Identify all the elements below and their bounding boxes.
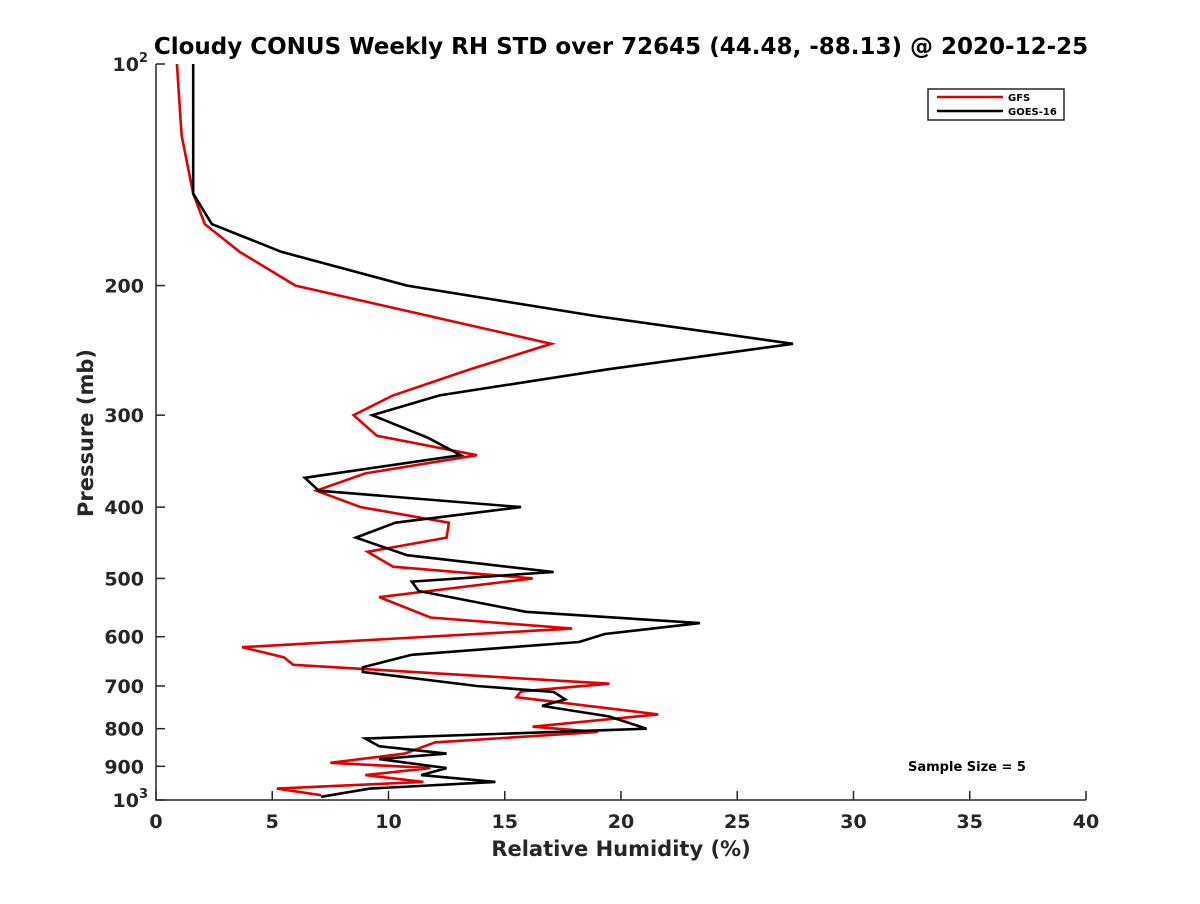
y-tick-label: 600: [104, 627, 144, 649]
x-tick-label: 30: [840, 811, 866, 833]
y-tick-label: 800: [104, 719, 144, 741]
plot-area: 0 5 10 15 20 25 30 35 40 10220030040050060070080…: [104, 51, 1099, 833]
y-tick-base: 10: [113, 54, 139, 76]
y-axis-label: Pressure (mb): [74, 349, 98, 517]
x-tick-label: 35: [957, 811, 983, 833]
legend-label-gfs: GFS: [1008, 93, 1030, 104]
y-tick-label: 300: [104, 405, 144, 427]
chart-title: Cloudy CONUS Weekly RH STD over 72645 (4…: [154, 34, 1088, 60]
x-tick-label: 20: [608, 811, 634, 833]
x-tick-label: 10: [375, 811, 401, 833]
series-line-gfs: [175, 63, 659, 797]
y-tick-label: 102: [113, 51, 149, 76]
series-layer: [175, 63, 794, 799]
legend: GFS GOES-16: [927, 88, 1065, 121]
series-line-goes-16: [191, 64, 794, 799]
x-tick-label: 15: [492, 811, 518, 833]
legend-box: [927, 88, 1065, 121]
x-tick-label: 5: [266, 811, 279, 833]
y-tick-label: 500: [104, 568, 144, 590]
y-tick-exponent: 3: [139, 787, 148, 802]
y-tick-label: 400: [104, 497, 144, 519]
y-tick-base: 10: [113, 790, 139, 812]
x-axis-ticks: 0 5 10 15 20 25 30 35 40: [149, 791, 1099, 833]
y-tick-label: 200: [104, 276, 144, 298]
x-axis-label: Relative Humidity (%): [491, 837, 750, 861]
x-tick-label: 25: [724, 811, 750, 833]
x-tick-label: 40: [1073, 811, 1099, 833]
legend-label-goes-16: GOES-16: [1008, 107, 1057, 118]
x-tick-label: 0: [149, 811, 162, 833]
y-tick-label: 103: [113, 787, 149, 812]
y-tick-label: 700: [104, 676, 144, 698]
y-tick-label: 900: [104, 756, 144, 778]
sample-size-annotation: Sample Size = 5: [908, 760, 1026, 775]
y-tick-exponent: 2: [139, 51, 148, 66]
